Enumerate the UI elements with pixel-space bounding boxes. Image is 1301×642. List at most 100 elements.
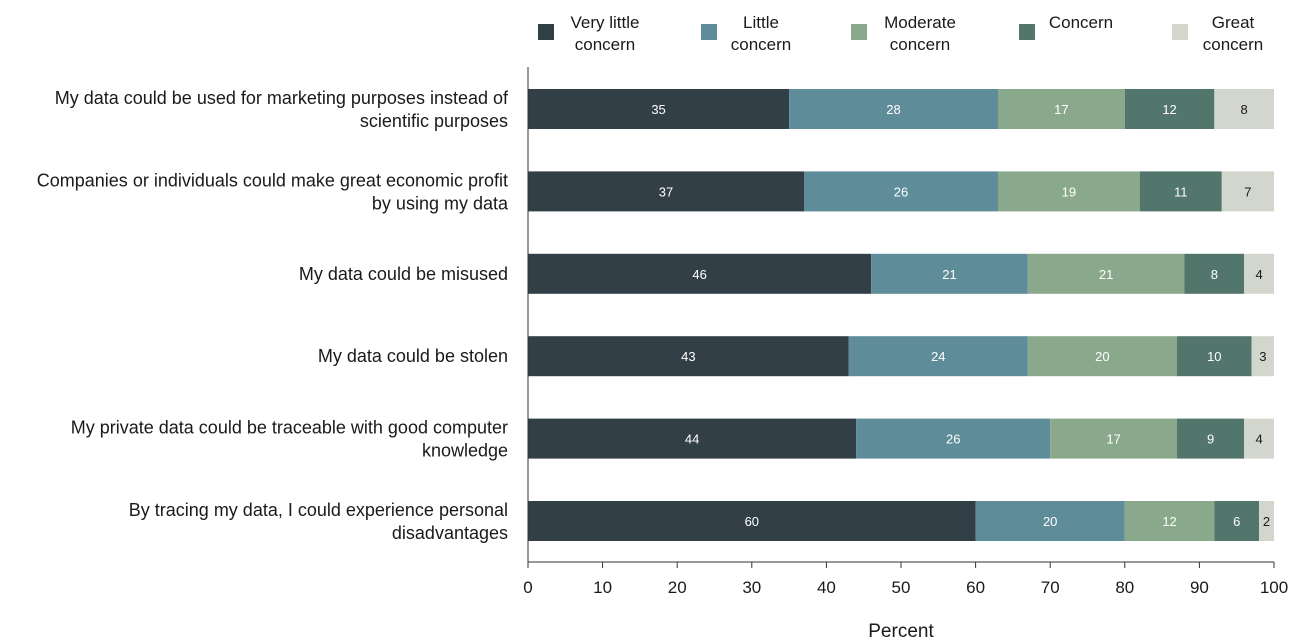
- data-label: 2: [1263, 514, 1270, 529]
- category-label-line: knowledge: [422, 441, 508, 461]
- legend-label: Concern: [1049, 13, 1113, 32]
- legend-swatch: [538, 24, 554, 40]
- bar-segment: [789, 89, 998, 129]
- bar-segment: [997, 89, 1125, 129]
- bars: 35 28 17 12 837 26 19 11 746 21 21 8 443 24 20 10 344 26 1…: [528, 89, 1274, 541]
- legend-label-line: concern: [1203, 35, 1263, 54]
- bar-segment: [1184, 253, 1245, 294]
- category-label: By tracing my data, I could experience p…: [129, 500, 508, 543]
- data-label: 7: [1244, 184, 1251, 199]
- bar-segment: [997, 171, 1140, 212]
- bar-segment: [871, 253, 1028, 294]
- data-label: 21: [942, 267, 956, 282]
- bar-row: 35 28 17 12 8: [528, 89, 1274, 129]
- bar-row: 44 26 17 9 4: [528, 418, 1274, 459]
- data-label: 12: [1162, 102, 1176, 117]
- data-label: 24: [931, 349, 945, 364]
- category-labels: My data could be used for marketing purp…: [37, 88, 509, 543]
- bar-row: 37 26 19 11 7: [528, 171, 1274, 212]
- category-label-line: Companies or individuals could make grea…: [37, 170, 508, 190]
- bar-segment: [1027, 253, 1185, 294]
- data-label: 60: [745, 514, 759, 529]
- legend-item: Little concern: [701, 13, 791, 54]
- category-label-line: My data could be misused: [299, 264, 508, 284]
- legend-item: Very little concern: [538, 13, 639, 54]
- data-label: 9: [1207, 432, 1214, 447]
- bar-segment: [1124, 501, 1215, 541]
- bar-segment: [528, 418, 857, 459]
- x-axis-title: Percent: [868, 621, 934, 642]
- legend-label: Moderate concern: [884, 13, 956, 54]
- bar-segment: [1214, 89, 1274, 129]
- x-tick-label: 80: [1115, 578, 1134, 597]
- legend-item: Moderate concern: [851, 13, 956, 54]
- legend-label-line: Very little: [571, 13, 640, 32]
- category-label: My private data could be traceable with …: [71, 418, 508, 461]
- bar-segment: [528, 253, 872, 294]
- legend-swatch: [1019, 24, 1035, 40]
- bar-segment: [1177, 336, 1252, 377]
- x-tick-label: 30: [742, 578, 761, 597]
- data-label: 12: [1162, 514, 1176, 529]
- category-label: Companies or individuals could make grea…: [37, 170, 509, 213]
- category-label-line: My data could be used for marketing purp…: [55, 88, 509, 108]
- category-label-line: by using my data: [372, 193, 509, 213]
- bar-segment: [1050, 418, 1178, 459]
- bar-segment: [848, 336, 1028, 377]
- category-label-line: By tracing my data, I could experience p…: [129, 500, 508, 520]
- bar-segment: [1221, 171, 1274, 212]
- data-label: 8: [1211, 267, 1218, 282]
- data-label: 17: [1054, 102, 1068, 117]
- data-label: 46: [692, 267, 706, 282]
- data-label: 35: [651, 102, 665, 117]
- x-tick-label: 40: [817, 578, 836, 597]
- bar-segment: [1177, 418, 1245, 459]
- data-label: 4: [1255, 267, 1262, 282]
- legend-label-line: Concern: [1049, 13, 1113, 32]
- data-label: 4: [1255, 432, 1262, 447]
- data-label: 26: [946, 432, 960, 447]
- bar-segment: [528, 89, 790, 129]
- x-tick-label: 0: [523, 578, 532, 597]
- bar-segment: [856, 418, 1051, 459]
- legend-label: Very little concern: [571, 13, 640, 54]
- bar-segment: [1214, 501, 1260, 541]
- bar-segment: [1259, 501, 1274, 541]
- x-tick-label: 50: [892, 578, 911, 597]
- legend-swatch: [851, 24, 867, 40]
- data-label: 8: [1241, 102, 1248, 117]
- legend-label-line: Great: [1212, 13, 1255, 32]
- category-label-line: My data could be stolen: [318, 346, 508, 366]
- legend-item: Great concern: [1172, 13, 1263, 54]
- category-label: My data could be used for marketing purp…: [55, 88, 509, 131]
- data-label: 10: [1207, 349, 1221, 364]
- legend: Very little concern Little concern Moderate c…: [538, 13, 1263, 54]
- legend-label-line: Little: [743, 13, 779, 32]
- data-label: 11: [1174, 184, 1188, 199]
- legend-label-line: concern: [890, 35, 950, 54]
- bar-row: 43 24 20 10 3: [528, 336, 1274, 377]
- category-label: My data could be stolen: [318, 346, 508, 366]
- data-label: 37: [659, 184, 673, 199]
- data-label: 17: [1106, 432, 1120, 447]
- bar-segment: [1251, 336, 1274, 377]
- data-label: 43: [681, 349, 695, 364]
- legend-label: Great concern: [1203, 13, 1263, 54]
- x-tick-label: 60: [966, 578, 985, 597]
- legend-label-line: Moderate: [884, 13, 956, 32]
- category-label-line: scientific purposes: [360, 111, 508, 131]
- bar-segment: [528, 501, 976, 541]
- legend-swatch: [1172, 24, 1188, 40]
- x-tick-label: 20: [668, 578, 687, 597]
- category-label: My data could be misused: [299, 264, 508, 284]
- bar-segment: [1027, 336, 1178, 377]
- legend-item: Concern: [1019, 13, 1113, 40]
- bar-segment: [804, 171, 998, 212]
- bar-row: 60 20 12 6 2: [528, 501, 1274, 541]
- legend-label-line: concern: [575, 35, 635, 54]
- data-label: 3: [1259, 349, 1266, 364]
- x-tick-label: 10: [593, 578, 612, 597]
- bar-segment: [1244, 253, 1274, 294]
- data-label: 20: [1095, 349, 1109, 364]
